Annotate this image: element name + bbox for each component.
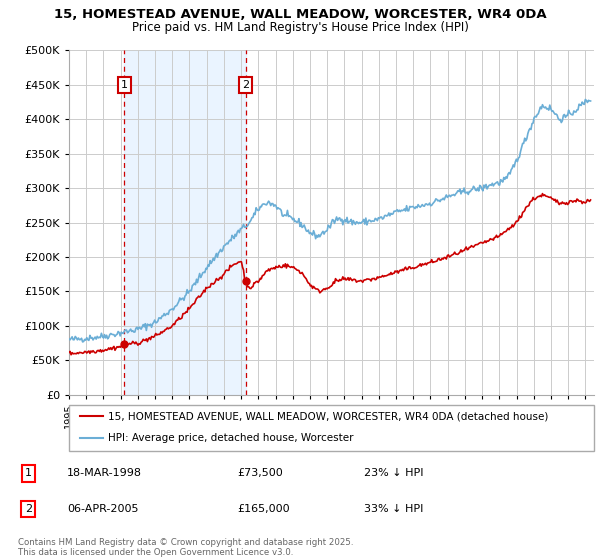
- Text: 2: 2: [25, 504, 32, 514]
- Text: 1: 1: [25, 468, 32, 478]
- Text: £165,000: £165,000: [237, 504, 290, 514]
- Text: Contains HM Land Registry data © Crown copyright and database right 2025.
This d: Contains HM Land Registry data © Crown c…: [18, 538, 353, 557]
- Text: Price paid vs. HM Land Registry's House Price Index (HPI): Price paid vs. HM Land Registry's House …: [131, 21, 469, 34]
- Text: 15, HOMESTEAD AVENUE, WALL MEADOW, WORCESTER, WR4 0DA (detached house): 15, HOMESTEAD AVENUE, WALL MEADOW, WORCE…: [109, 412, 549, 421]
- Text: 33% ↓ HPI: 33% ↓ HPI: [364, 504, 423, 514]
- Text: 2: 2: [242, 80, 249, 90]
- Bar: [124, 50, 245, 395]
- Text: HPI: Average price, detached house, Worcester: HPI: Average price, detached house, Worc…: [109, 433, 354, 443]
- Text: 15, HOMESTEAD AVENUE, WALL MEADOW, WORCESTER, WR4 0DA: 15, HOMESTEAD AVENUE, WALL MEADOW, WORCE…: [53, 8, 547, 21]
- Text: 1: 1: [121, 80, 128, 90]
- Text: 23% ↓ HPI: 23% ↓ HPI: [364, 468, 423, 478]
- Text: 18-MAR-1998: 18-MAR-1998: [67, 468, 142, 478]
- Text: 06-APR-2005: 06-APR-2005: [67, 504, 139, 514]
- Text: £73,500: £73,500: [237, 468, 283, 478]
- FancyBboxPatch shape: [69, 405, 594, 451]
